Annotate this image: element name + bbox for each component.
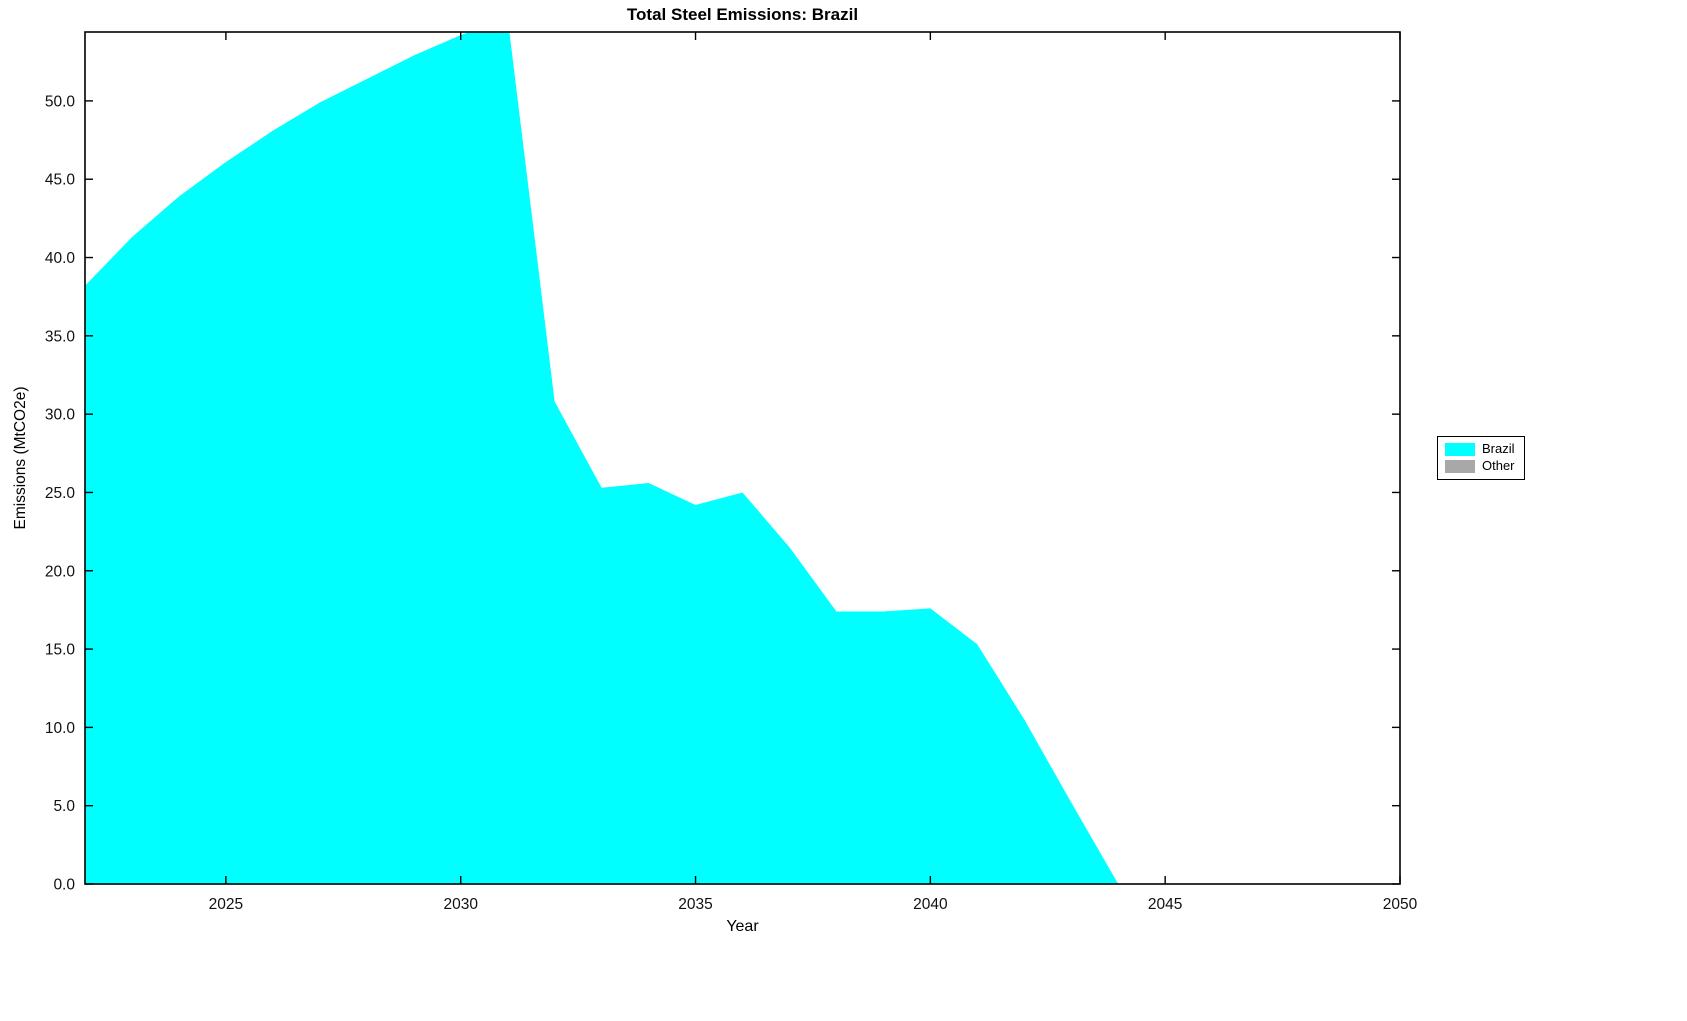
x-axis-label: Year xyxy=(726,918,759,935)
chart-title: Total Steel Emissions: Brazil xyxy=(626,5,859,24)
y-tick-label: 10.0 xyxy=(45,720,76,737)
y-tick-label: 20.0 xyxy=(45,563,76,580)
axis-box xyxy=(84,31,1401,885)
y-tick-label: 35.0 xyxy=(45,328,76,345)
legend-item-brazil: Brazil xyxy=(1445,441,1515,456)
area-series-brazil xyxy=(85,32,1400,884)
x-tick-label: 2025 xyxy=(209,896,243,913)
legend-swatch-other xyxy=(1445,459,1475,473)
y-tick-label: 45.0 xyxy=(45,172,76,189)
y-tick-label: 40.0 xyxy=(45,250,76,267)
y-tick-label: 50.0 xyxy=(45,93,76,110)
x-tick-label: 2045 xyxy=(1148,896,1182,913)
y-tick-label: 25.0 xyxy=(45,485,76,502)
x-tick-label: 2030 xyxy=(443,896,478,913)
x-tick-label: 2035 xyxy=(678,896,712,913)
y-tick-label: 0.0 xyxy=(53,877,75,894)
legend-swatch-brazil xyxy=(1445,442,1475,456)
legend-label: Other xyxy=(1482,458,1515,474)
x-tick-label: 2050 xyxy=(1383,896,1418,913)
x-tick-label: 2040 xyxy=(913,896,948,913)
legend-label: Brazil xyxy=(1482,441,1515,456)
y-tick-label: 5.0 xyxy=(53,798,75,815)
y-tick-label: 30.0 xyxy=(45,407,76,424)
legend-item-other: Other xyxy=(1445,458,1515,474)
y-tick-label: 15.0 xyxy=(45,642,76,659)
legend-box: Brazil Other xyxy=(1437,436,1525,480)
